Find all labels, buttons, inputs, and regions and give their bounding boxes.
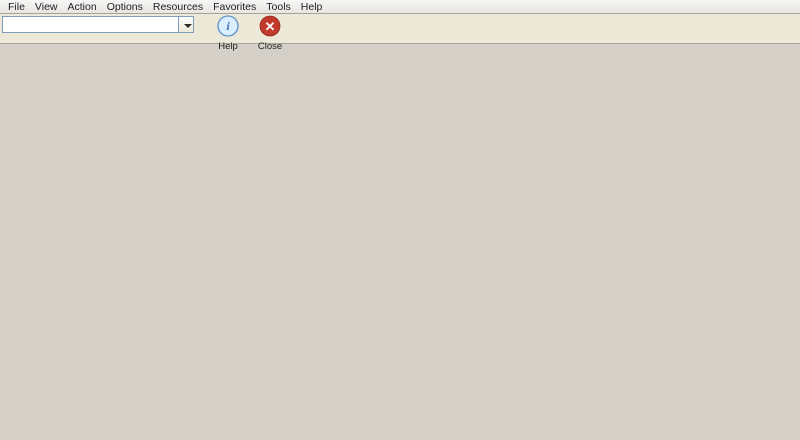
svg-text:✕: ✕: [265, 19, 276, 34]
